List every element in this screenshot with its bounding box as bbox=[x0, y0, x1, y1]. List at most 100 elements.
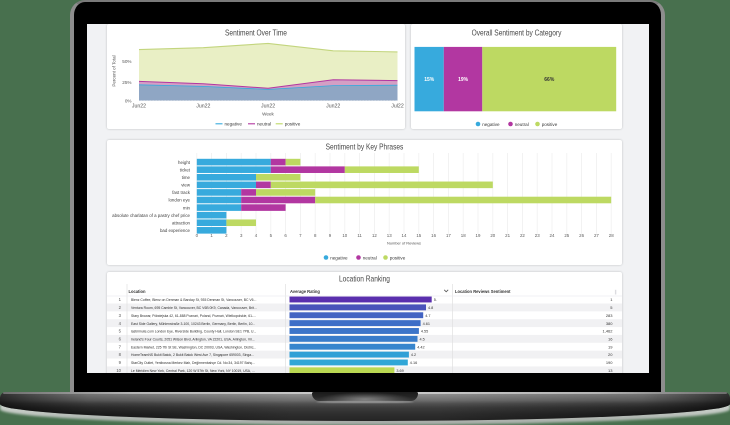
svg-text:4.2: 4.2 bbox=[411, 353, 416, 357]
svg-text:4.61: 4.61 bbox=[423, 322, 430, 326]
svg-text:4: 4 bbox=[119, 321, 122, 326]
svg-text:StarCity Outlet, Yenibosna Mer: StarCity Outlet, Yenibosna Merkez Mah, D… bbox=[131, 361, 255, 365]
svg-text:18: 18 bbox=[461, 233, 466, 238]
svg-text:4.42: 4.42 bbox=[417, 345, 424, 349]
svg-text:1: 1 bbox=[610, 297, 613, 302]
svg-text:positive: positive bbox=[285, 122, 301, 127]
svg-text:attraction: attraction bbox=[172, 220, 191, 225]
svg-text:6: 6 bbox=[119, 336, 122, 341]
svg-text:height: height bbox=[178, 160, 191, 165]
svg-text:19: 19 bbox=[476, 233, 481, 238]
svg-text:4.5: 4.5 bbox=[420, 337, 425, 341]
svg-text:Jun22: Jun22 bbox=[326, 103, 340, 109]
svg-text:13: 13 bbox=[608, 368, 613, 373]
svg-text:Eastern Market, 225 7th St SE,: Eastern Market, 225 7th St SE, Washingto… bbox=[131, 345, 256, 349]
svg-text:10: 10 bbox=[116, 368, 121, 373]
svg-text:Percent of Total: Percent of Total bbox=[112, 55, 117, 86]
svg-text:2: 2 bbox=[119, 305, 122, 310]
svg-text:0: 0 bbox=[196, 233, 199, 238]
svg-text:3: 3 bbox=[119, 313, 122, 318]
svg-text:14: 14 bbox=[402, 233, 407, 238]
svg-text:min: min bbox=[183, 205, 191, 210]
svg-text:lastminute.com London Eye, Riv: lastminute.com London Eye, Riverside Bui… bbox=[131, 330, 256, 334]
svg-text:time: time bbox=[182, 175, 191, 180]
svg-text:negative: negative bbox=[482, 122, 500, 127]
svg-text:380: 380 bbox=[606, 321, 613, 326]
svg-text:neutral: neutral bbox=[515, 122, 529, 127]
svg-text:25%: 25% bbox=[122, 80, 131, 85]
svg-text:9: 9 bbox=[119, 360, 122, 365]
svg-text:Ireland's Four Courts, 2051 Wi: Ireland's Four Courts, 2051 Wilson Blvd,… bbox=[131, 337, 255, 341]
svg-text:East Side Gallery, Mühlenstraß: East Side Gallery, Mühlenstraße 3-100, 1… bbox=[131, 322, 255, 326]
svg-text:3.69: 3.69 bbox=[396, 369, 403, 373]
svg-text:3: 3 bbox=[240, 233, 243, 238]
svg-text:19: 19 bbox=[608, 344, 613, 349]
svg-text:8: 8 bbox=[119, 352, 122, 357]
svg-text:5.: 5. bbox=[434, 298, 437, 302]
svg-text:23: 23 bbox=[535, 233, 540, 238]
svg-text:12: 12 bbox=[372, 233, 377, 238]
svg-text:15: 15 bbox=[416, 233, 421, 238]
svg-text:1: 1 bbox=[119, 297, 122, 302]
svg-text:Week: Week bbox=[262, 112, 274, 117]
svg-text:neutral: neutral bbox=[363, 255, 377, 260]
svg-text:13: 13 bbox=[387, 233, 392, 238]
svg-text:4.8: 4.8 bbox=[428, 306, 433, 310]
svg-text:10: 10 bbox=[342, 233, 347, 238]
svg-text:50%: 50% bbox=[122, 59, 131, 64]
svg-text:Blenz Coffee, Blenz on Denman: Blenz Coffee, Blenz on Denman & Barclay … bbox=[131, 298, 256, 302]
svg-text:Le Méridien New York, Central: Le Méridien New York, Central Park, 120 … bbox=[131, 369, 255, 373]
svg-text:Jul22: Jul22 bbox=[391, 103, 404, 109]
svg-text:4.55: 4.55 bbox=[421, 330, 428, 334]
svg-text:16: 16 bbox=[608, 336, 613, 341]
svg-text:positive: positive bbox=[390, 255, 406, 260]
svg-text:Average Rating: Average Rating bbox=[290, 289, 320, 294]
svg-text:28: 28 bbox=[609, 233, 614, 238]
svg-text:24: 24 bbox=[550, 233, 555, 238]
svg-text:bad experience: bad experience bbox=[160, 228, 191, 233]
svg-text:22: 22 bbox=[520, 233, 525, 238]
svg-text:1: 1 bbox=[210, 233, 213, 238]
svg-text:Number of Reviews: Number of Reviews bbox=[387, 241, 421, 246]
svg-text:11: 11 bbox=[357, 233, 362, 238]
svg-text:negative: negative bbox=[330, 255, 348, 260]
svg-text:190: 190 bbox=[606, 360, 613, 365]
svg-text:16: 16 bbox=[431, 233, 436, 238]
svg-text:ticket: ticket bbox=[180, 167, 191, 172]
svg-text:19%: 19% bbox=[458, 77, 469, 83]
svg-text:Jun22: Jun22 bbox=[196, 103, 210, 109]
svg-text:15%: 15% bbox=[424, 77, 435, 83]
svg-text:Stary Browar, Półwiejska 42, 6: Stary Browar, Półwiejska 42, 61-888 Pozn… bbox=[131, 314, 256, 318]
svg-text:66%: 66% bbox=[544, 77, 555, 83]
svg-text:negative: negative bbox=[225, 122, 243, 127]
svg-text:6: 6 bbox=[284, 233, 287, 238]
svg-text:17: 17 bbox=[446, 233, 451, 238]
svg-text:neutral: neutral bbox=[257, 122, 271, 127]
svg-text:0%: 0% bbox=[125, 99, 132, 104]
svg-text:Jun22: Jun22 bbox=[132, 103, 146, 109]
svg-text:8: 8 bbox=[314, 233, 317, 238]
svg-text:fast track: fast track bbox=[172, 190, 191, 195]
svg-text:Jun22: Jun22 bbox=[261, 103, 275, 109]
svg-text:HomeTeamNS Bukit Batok, 2 Buki: HomeTeamNS Bukit Batok, 2 Bukit Batok We… bbox=[131, 353, 254, 357]
svg-text:1,462: 1,462 bbox=[602, 329, 613, 334]
svg-text:21: 21 bbox=[505, 233, 510, 238]
svg-text:2: 2 bbox=[225, 233, 228, 238]
svg-text:25: 25 bbox=[564, 233, 569, 238]
svg-text:positive: positive bbox=[542, 122, 558, 127]
svg-text:27: 27 bbox=[594, 233, 599, 238]
svg-text:20: 20 bbox=[608, 352, 613, 357]
svg-text:london eye: london eye bbox=[169, 198, 191, 203]
svg-text:4.16: 4.16 bbox=[410, 361, 417, 365]
svg-text:20: 20 bbox=[490, 233, 495, 238]
svg-text:Location Reviews Sentiment: Location Reviews Sentiment bbox=[455, 289, 511, 294]
svg-text:4: 4 bbox=[255, 233, 258, 238]
svg-text:26: 26 bbox=[579, 233, 584, 238]
svg-text:5: 5 bbox=[270, 233, 273, 238]
svg-text:283: 283 bbox=[606, 313, 613, 318]
svg-text:5: 5 bbox=[119, 329, 122, 334]
svg-text:9: 9 bbox=[329, 233, 332, 238]
svg-text:4.7: 4.7 bbox=[425, 314, 430, 318]
svg-text:7: 7 bbox=[299, 233, 302, 238]
svg-text:5: 5 bbox=[610, 305, 613, 310]
